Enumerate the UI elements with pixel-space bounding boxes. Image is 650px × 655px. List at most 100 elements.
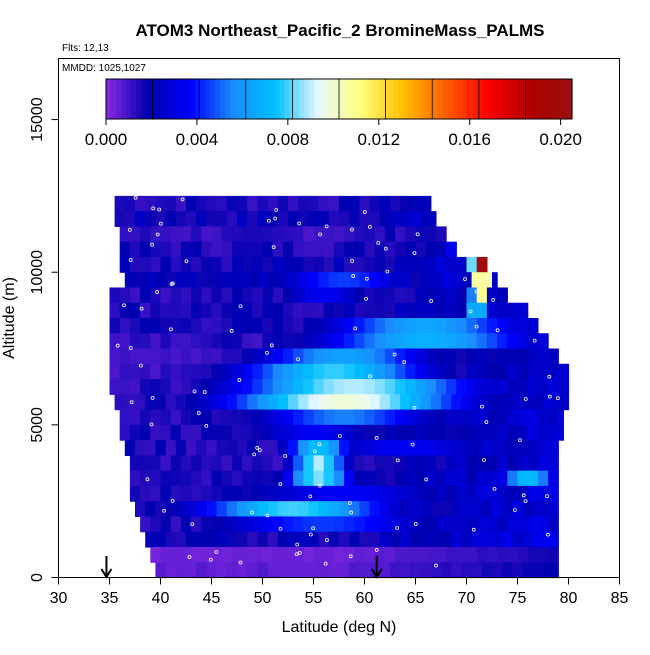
heatmap-cell: [160, 455, 172, 472]
heatmap-cell: [216, 501, 228, 518]
heatmap-cell: [425, 226, 437, 243]
colorbar-segment: [457, 79, 464, 119]
x-tick-label: 85: [611, 590, 629, 607]
heatmap-cell: [349, 272, 360, 289]
sample-point: [318, 483, 322, 488]
heatmap-cell: [303, 409, 315, 426]
heatmap-cell: [313, 241, 325, 258]
sample-point: [350, 258, 354, 263]
heatmap-cell: [323, 546, 335, 563]
colorbar-segment: [363, 79, 370, 119]
heatmap-cell: [293, 516, 304, 533]
heatmap-cell: [522, 501, 534, 518]
heatmap-cell: [186, 501, 197, 518]
heatmap-cell: [328, 562, 340, 579]
sample-point: [297, 221, 302, 226]
heatmap-cell: [390, 195, 401, 212]
sample-point: [492, 486, 497, 491]
heatmap-cell: [196, 440, 207, 456]
heatmap-cell: [481, 531, 493, 548]
heatmap-cell: [395, 318, 406, 334]
heatmap-cell: [129, 241, 141, 258]
colorbar-segment: [443, 79, 449, 119]
heatmap-cell: [135, 440, 146, 456]
heatmap-cell: [211, 318, 223, 334]
heatmap-cell: [466, 379, 478, 395]
colorbar-segment: [125, 79, 132, 119]
heatmap-cell: [415, 348, 427, 365]
heatmap-cell: [492, 501, 503, 518]
sample-point: [362, 210, 367, 215]
heatmap-cell: [435, 226, 447, 243]
sample-point: [311, 526, 315, 531]
heatmap-cell: [160, 256, 172, 273]
heatmap-cell: [497, 333, 508, 350]
heatmap-cell: [328, 440, 340, 456]
heatmap-cell: [425, 546, 437, 563]
heatmap-cell: [303, 546, 315, 563]
heatmap-cell: [333, 333, 345, 350]
heatmap-cell: [435, 333, 447, 350]
sample-point: [337, 434, 342, 438]
heatmap-cell: [558, 424, 564, 441]
heatmap-cell: [196, 211, 207, 228]
heatmap-cell: [492, 440, 503, 456]
heatmap-cell: [405, 348, 417, 365]
heatmap-cell: [497, 287, 508, 304]
sample-point: [145, 477, 150, 482]
heatmap-cell: [221, 241, 233, 258]
heatmap-cell: [150, 256, 162, 273]
sample-point: [202, 390, 207, 394]
heatmap-cell: [512, 394, 524, 411]
heatmap-cell: [476, 424, 488, 441]
heatmap-cell: [216, 531, 228, 548]
heatmap-cell: [140, 302, 151, 319]
heatmap-cell: [446, 485, 457, 502]
heatmap-cell: [425, 256, 437, 273]
heatmap-cell: [527, 546, 539, 563]
heatmap-cell: [512, 501, 524, 518]
heatmap-cell: [221, 470, 233, 487]
heatmap-cell: [456, 546, 468, 563]
heatmap-cell: [349, 501, 360, 518]
sample-point: [374, 548, 379, 552]
heatmap-cell: [456, 348, 468, 365]
heatmap-cell: [140, 333, 151, 350]
heatmap-cell: [277, 562, 289, 579]
heatmap-cell: [160, 226, 172, 243]
heatmap-cell: [410, 272, 422, 289]
heatmap-cell: [369, 531, 381, 548]
heatmap-cell: [451, 531, 462, 548]
sample-point: [238, 304, 243, 309]
heatmap-cell: [211, 424, 223, 441]
heatmap-cell: [390, 440, 401, 456]
heatmap-cell: [211, 348, 223, 365]
heatmap-cell: [369, 195, 381, 212]
heatmap-cell: [109, 348, 121, 365]
heatmap-cell: [170, 318, 182, 334]
heatmap-cell: [553, 562, 559, 579]
heatmap-cell: [272, 241, 284, 258]
heatmap-cell: [170, 455, 182, 472]
heatmap-cell: [298, 562, 309, 579]
heatmap-cell: [435, 363, 447, 380]
heatmap-cell: [226, 272, 238, 289]
heatmap-cell: [175, 562, 187, 579]
heatmap-cell: [247, 562, 258, 579]
heatmap-cell: [517, 333, 529, 350]
colorbar-segment: [388, 79, 395, 119]
heatmap-cell: [456, 318, 468, 334]
heatmap-cell: [492, 272, 498, 289]
heatmap-cell: [374, 348, 386, 365]
heatmap-cell: [242, 333, 253, 350]
heatmap-cell: [303, 424, 315, 441]
heatmap-cell: [262, 470, 274, 487]
heatmap-cell: [170, 256, 182, 273]
heatmap-cell: [425, 348, 437, 365]
sample-point: [278, 482, 283, 487]
colorbar-segment: [562, 79, 568, 119]
heatmap-cell: [175, 501, 187, 518]
heatmap-cell: [400, 211, 411, 228]
heatmap-cell: [180, 363, 192, 380]
heatmap-cell: [339, 562, 350, 579]
